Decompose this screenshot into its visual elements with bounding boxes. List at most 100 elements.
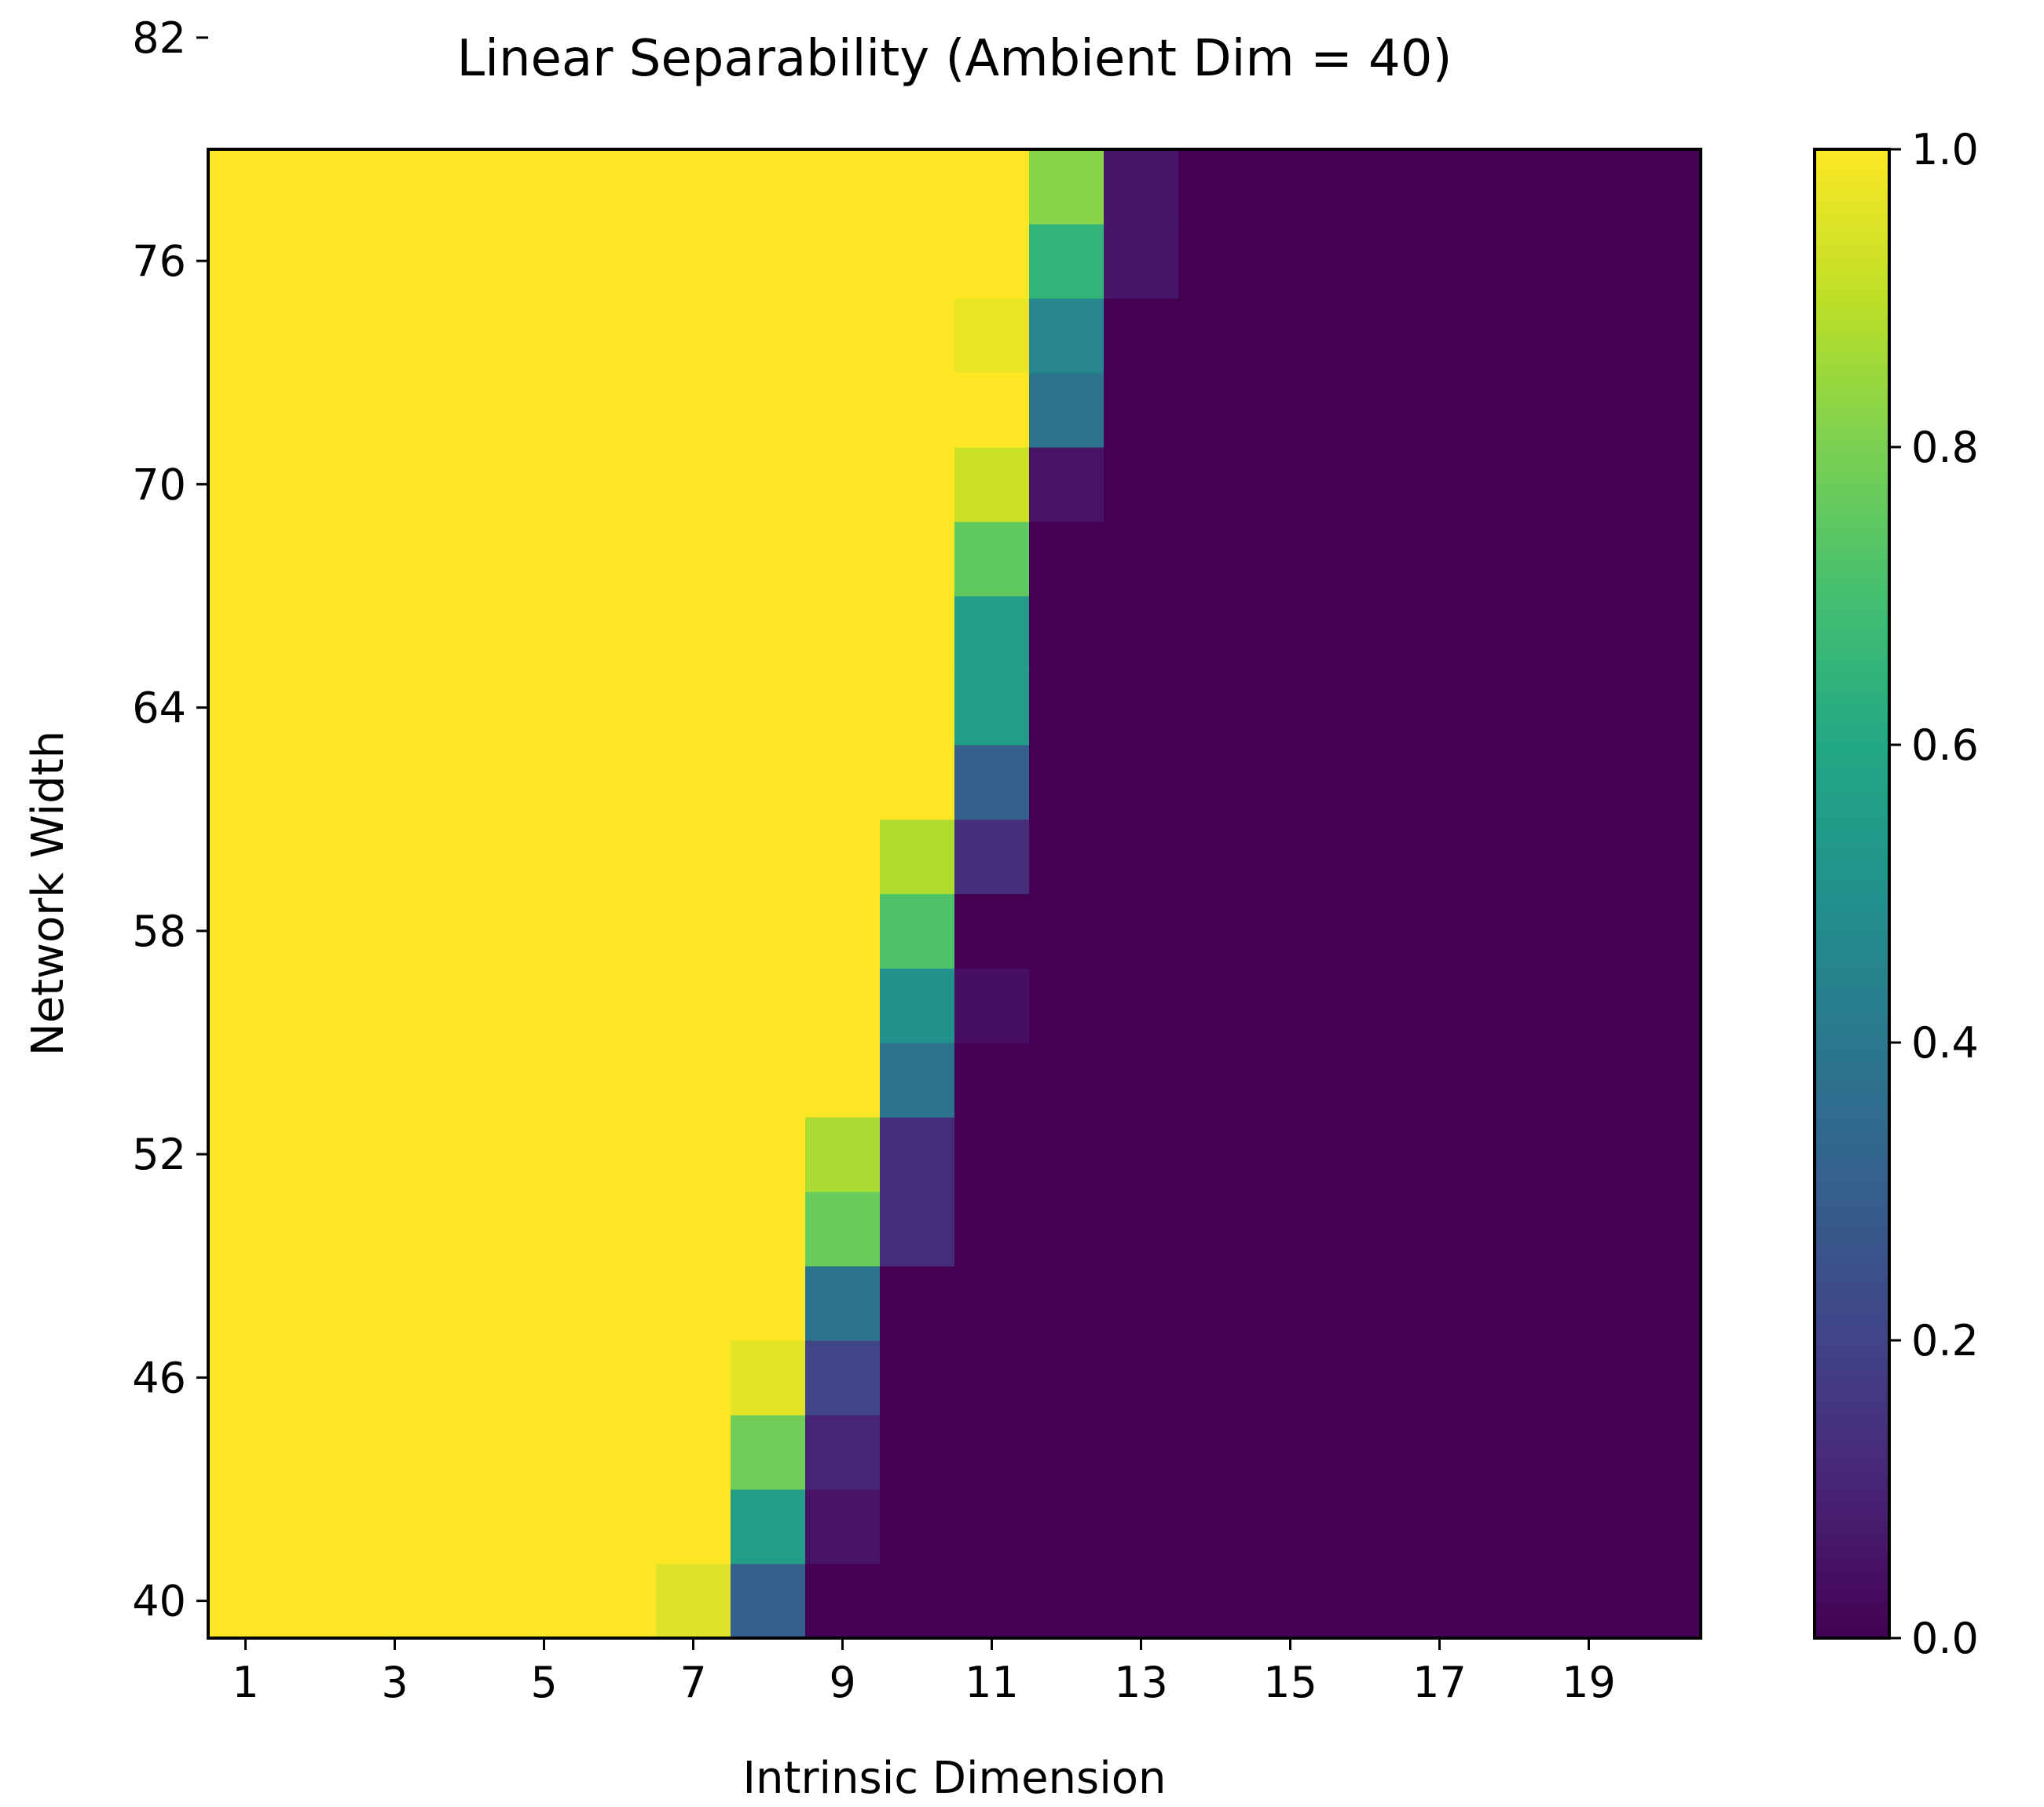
heatmap-cell [581, 596, 657, 671]
heatmap-cell [1104, 596, 1179, 671]
heatmap-cell [581, 1340, 657, 1416]
heatmap-cell [283, 745, 358, 820]
heatmap-cell [1029, 819, 1104, 895]
heatmap-cell [731, 298, 806, 373]
heatmap-cell [283, 1414, 358, 1490]
y-tick-label: 64 [132, 684, 186, 733]
heatmap-cell [1402, 298, 1478, 373]
heatmap-cell [357, 298, 433, 373]
heatmap-cell [507, 1414, 582, 1490]
heatmap-cell [1178, 1043, 1254, 1118]
heatmap-cell [954, 670, 1030, 746]
x-tick-label: 17 [1412, 1658, 1467, 1707]
x-tick-label: 5 [530, 1658, 557, 1707]
heatmap-cell [656, 1116, 731, 1193]
heatmap-cell [656, 298, 731, 373]
heatmap-cell [1178, 521, 1254, 597]
y-tick-label: 46 [132, 1353, 186, 1402]
heatmap-cell [1402, 596, 1478, 671]
y-tick-label: 70 [132, 460, 186, 509]
heatmap-cell [1626, 1340, 1702, 1416]
heatmap-cell [656, 521, 731, 597]
heatmap-cell [880, 1489, 955, 1564]
heatmap-cell [880, 1340, 955, 1416]
heatmap-cell [954, 1191, 1030, 1266]
heatmap-cell [1402, 1043, 1478, 1118]
heatmap-cell [432, 1266, 507, 1341]
heatmap-cell [507, 1340, 582, 1416]
heatmap-cell [954, 819, 1030, 895]
heatmap-cell [954, 372, 1030, 448]
heatmap-cell [805, 968, 881, 1043]
heatmap-cell [880, 223, 955, 299]
heatmap-cell [581, 298, 657, 373]
heatmap-cell [1626, 893, 1702, 969]
heatmap-cell [507, 1266, 582, 1341]
heatmap-cell [1253, 819, 1328, 895]
heatmap-cell [581, 521, 657, 597]
heatmap-cell [1253, 1563, 1328, 1639]
heatmap-cell [1551, 223, 1627, 299]
heatmap-cell [1029, 1043, 1104, 1118]
heatmap-cell [1253, 745, 1328, 820]
heatmap-cell [1253, 223, 1328, 299]
heatmap-cell [283, 521, 358, 597]
heatmap-cell [731, 521, 806, 597]
heatmap-cell [954, 1340, 1030, 1416]
heatmap-cell [1029, 1116, 1104, 1193]
heatmap-cell [1477, 596, 1552, 671]
heatmap-cell [1029, 1191, 1104, 1266]
heatmap-cell [432, 1340, 507, 1416]
heatmap-cell [1551, 149, 1627, 225]
heatmap-cell [208, 372, 284, 448]
heatmap-cell [581, 1116, 657, 1193]
heatmap-cell [1104, 372, 1179, 448]
heatmap-cell [432, 149, 507, 225]
heatmap-cell [208, 1489, 284, 1564]
heatmap-cell [432, 1043, 507, 1118]
heatmap-cell [1626, 521, 1702, 597]
heatmap-cell [1178, 447, 1254, 522]
heatmap-cell [357, 1414, 433, 1490]
heatmap-cell [507, 670, 582, 746]
heatmap-cell [1477, 1414, 1552, 1490]
heatmap-cell [1477, 968, 1552, 1043]
heatmap-cell [1029, 670, 1104, 746]
heatmap-cell [581, 1563, 657, 1639]
heatmap-cell [357, 149, 433, 225]
x-tick-label: 7 [680, 1658, 706, 1707]
heatmap-cell [1477, 1043, 1552, 1118]
heatmap-cell [357, 1266, 433, 1341]
heatmap-cell [1253, 968, 1328, 1043]
heatmap-cell [731, 1340, 806, 1416]
heatmap-cell [581, 819, 657, 895]
heatmap-cell [880, 1266, 955, 1341]
heatmap-cell [283, 1191, 358, 1266]
heatmap-cell [432, 298, 507, 373]
heatmap-cell [208, 1340, 284, 1416]
heatmap-cell [432, 819, 507, 895]
heatmap-cell [805, 893, 881, 969]
heatmap-cell [1551, 298, 1627, 373]
heatmap-cell [1551, 1563, 1627, 1639]
heatmap-cell [1402, 893, 1478, 969]
heatmap-cell [1178, 893, 1254, 969]
heatmap-cell [1029, 1266, 1104, 1341]
heatmap-cell [880, 149, 955, 225]
heatmap-cell [283, 298, 358, 373]
heatmap-cell [1477, 745, 1552, 820]
heatmap-cell [656, 968, 731, 1043]
heatmap-cell [1551, 670, 1627, 746]
heatmap-cell [1402, 1489, 1478, 1564]
heatmap-cell [1104, 447, 1179, 522]
heatmap-cell [1029, 893, 1104, 969]
heatmap-cell [1551, 447, 1627, 522]
heatmap-cell [731, 1043, 806, 1118]
heatmap-cell [581, 1191, 657, 1266]
heatmap-cell [731, 968, 806, 1043]
heatmap-cell [208, 447, 284, 522]
heatmap-cell [581, 893, 657, 969]
heatmap-cell [1104, 1489, 1179, 1564]
heatmap-cell [208, 1414, 284, 1490]
heatmap-cell [880, 372, 955, 448]
